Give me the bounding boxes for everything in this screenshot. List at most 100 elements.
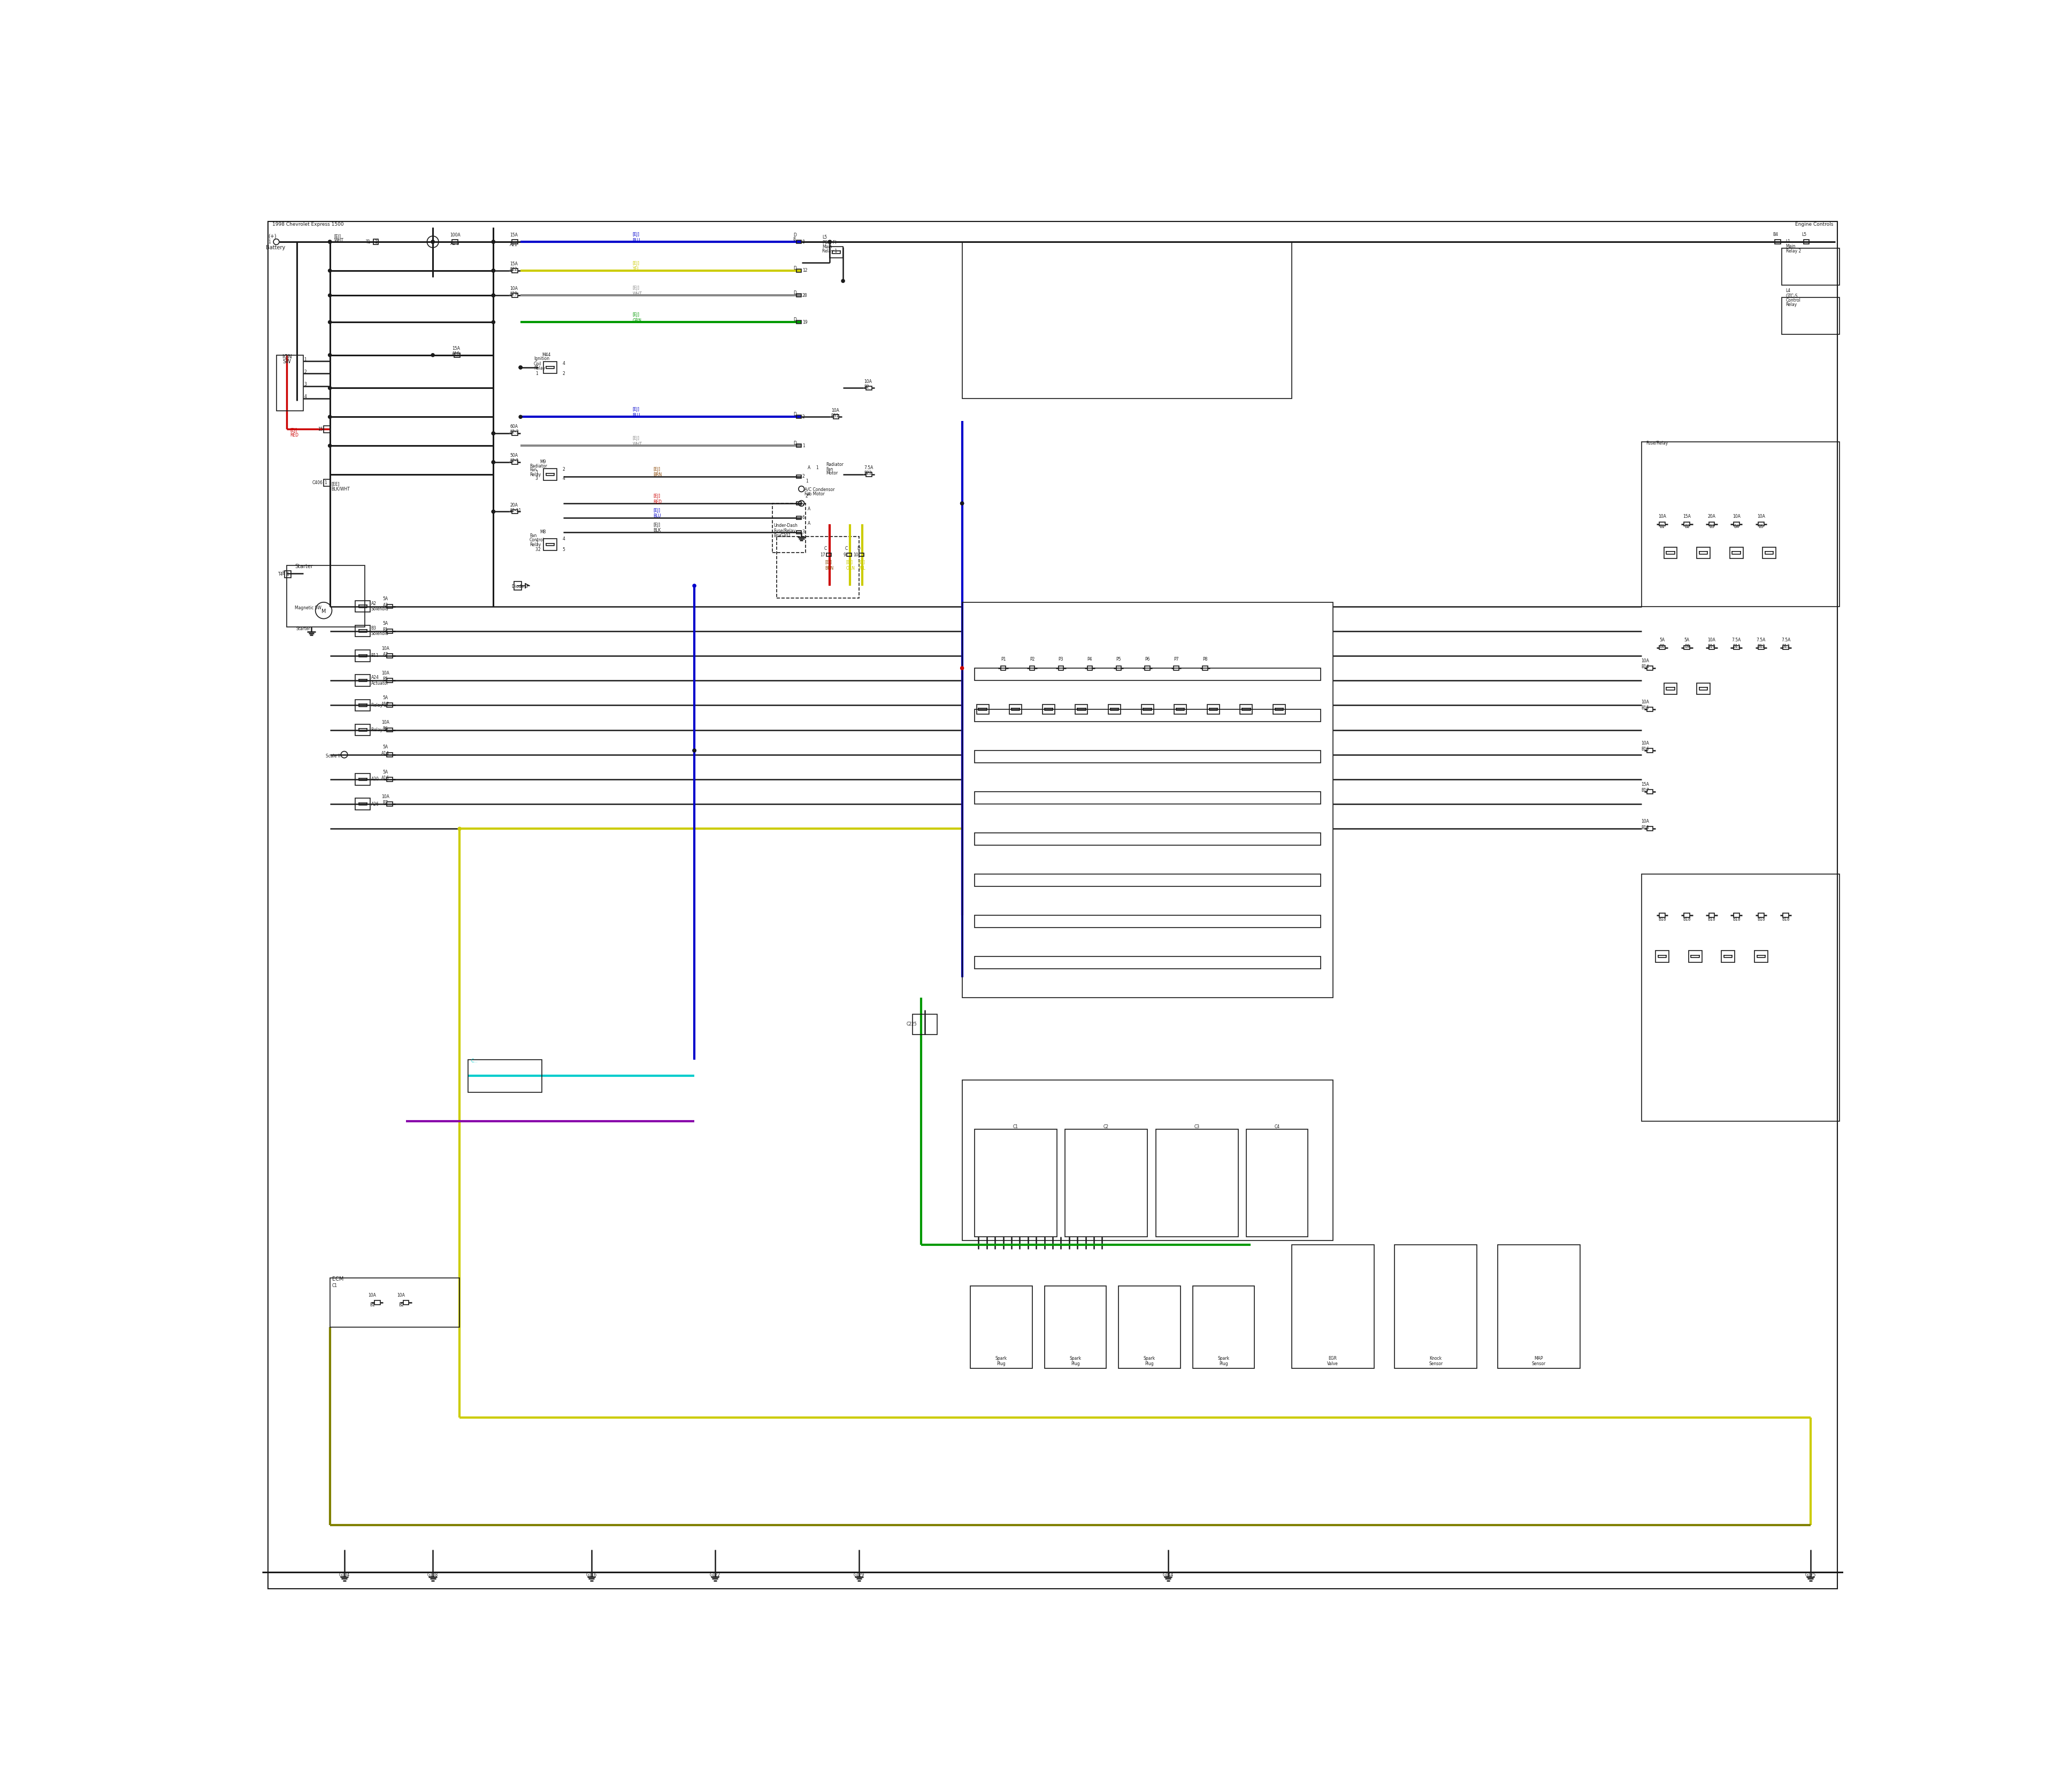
Text: 28: 28	[803, 292, 807, 297]
Text: G175: G175	[1805, 1573, 1816, 1577]
Bar	[1029, 667, 1035, 670]
Bar	[386, 702, 392, 708]
Bar	[1697, 683, 1711, 695]
Bar	[511, 240, 518, 244]
Text: Relay 1: Relay 1	[822, 249, 838, 253]
Text: 10A: 10A	[382, 720, 390, 726]
Bar	[514, 582, 522, 590]
Circle shape	[520, 366, 522, 369]
Text: 7.5A: 7.5A	[1781, 638, 1791, 643]
Bar	[1758, 645, 1764, 649]
Bar	[454, 353, 460, 357]
Text: BLU: BLU	[633, 238, 641, 242]
Bar	[544, 470, 557, 480]
Text: Fan: Fan	[530, 534, 536, 538]
Bar	[834, 414, 838, 419]
Text: 5A: 5A	[1684, 638, 1690, 643]
Text: B18: B18	[1658, 918, 1666, 921]
Text: M9: M9	[540, 459, 546, 464]
Text: Engine Controls: Engine Controls	[1795, 222, 1832, 226]
Text: [EJ]: [EJ]	[633, 285, 639, 290]
Text: Box: Box	[774, 534, 781, 538]
Bar	[386, 753, 392, 756]
Text: A2-11: A2-11	[509, 507, 522, 513]
Text: B5: B5	[1758, 523, 1764, 529]
Text: BRN: BRN	[653, 473, 661, 477]
Text: 1: 1	[536, 539, 538, 545]
Text: B11: B11	[372, 654, 378, 658]
Text: B1: B1	[382, 627, 388, 633]
Bar	[1775, 240, 1781, 244]
Bar	[1660, 521, 1666, 527]
Text: B12: B12	[1756, 643, 1764, 649]
Bar	[961, 1081, 1333, 1240]
Bar	[1684, 645, 1690, 649]
Circle shape	[329, 294, 331, 297]
Text: B18: B18	[1682, 918, 1690, 921]
Bar	[288, 564, 366, 627]
Text: 4: 4	[563, 477, 565, 480]
Text: A/C Condensor: A/C Condensor	[805, 487, 834, 491]
Text: D: D	[793, 265, 797, 271]
Text: 10A: 10A	[832, 409, 838, 412]
Text: 2: 2	[803, 502, 805, 505]
Bar	[826, 554, 832, 557]
Bar	[1144, 667, 1150, 670]
Text: [EJ]: [EJ]	[633, 262, 639, 265]
Bar	[386, 728, 392, 731]
Text: B1: B1	[370, 1303, 376, 1308]
Text: IGN: IGN	[283, 353, 292, 358]
Bar	[974, 710, 1321, 722]
Text: P5: P5	[1115, 658, 1121, 661]
Bar	[912, 1014, 937, 1034]
Text: A17: A17	[382, 702, 390, 706]
Text: A2-3: A2-3	[509, 430, 520, 435]
Text: B: B	[281, 572, 286, 575]
Text: C406: C406	[312, 480, 322, 486]
Circle shape	[491, 269, 495, 272]
Text: M8: M8	[540, 529, 546, 534]
Text: 1: 1	[536, 470, 538, 475]
Bar	[544, 362, 557, 373]
Text: B11: B11	[1732, 643, 1740, 649]
Bar	[1758, 914, 1764, 918]
Bar	[1208, 704, 1220, 715]
Circle shape	[491, 269, 495, 272]
Text: 10A: 10A	[368, 1292, 376, 1297]
Circle shape	[329, 353, 331, 357]
Text: 8: 8	[803, 240, 805, 244]
Bar	[1734, 914, 1740, 918]
Bar	[511, 509, 518, 514]
Bar	[386, 629, 392, 633]
Bar	[1292, 1245, 1374, 1369]
Text: A20: A20	[372, 778, 380, 781]
Text: M: M	[320, 609, 327, 615]
Bar	[355, 676, 370, 686]
Text: RED: RED	[653, 500, 661, 504]
Text: 10A: 10A	[1756, 514, 1764, 520]
Bar	[1660, 914, 1666, 918]
Text: M44: M44	[542, 353, 550, 357]
Text: A22: A22	[509, 267, 518, 272]
Bar	[974, 751, 1321, 763]
Bar	[286, 572, 292, 577]
Text: 2: 2	[304, 369, 306, 375]
Bar	[1660, 645, 1666, 649]
Bar	[511, 269, 518, 272]
Text: D: D	[793, 441, 797, 446]
Text: B1: B1	[1660, 523, 1666, 529]
Circle shape	[692, 749, 696, 753]
Text: 5A: 5A	[382, 695, 388, 701]
Bar	[1762, 547, 1777, 559]
Bar	[1647, 790, 1653, 794]
Text: 6: 6	[803, 516, 805, 520]
Text: Relay: Relay	[530, 543, 540, 547]
Bar	[867, 385, 871, 391]
Bar	[355, 699, 370, 711]
Bar	[1175, 704, 1187, 715]
Text: D: D	[793, 233, 797, 238]
Text: 5: 5	[563, 547, 565, 552]
Bar	[961, 242, 1292, 398]
Bar	[1647, 749, 1653, 753]
Circle shape	[491, 461, 495, 464]
